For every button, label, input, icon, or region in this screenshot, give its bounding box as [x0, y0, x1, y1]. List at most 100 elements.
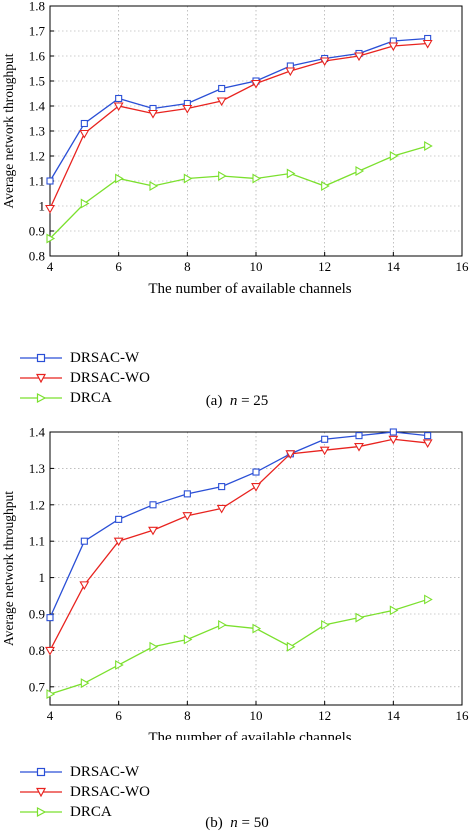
legend-swatch-drsac-wo — [20, 787, 62, 798]
data-point-drca — [80, 678, 90, 689]
data-point-drsac-w — [355, 432, 363, 440]
data-point-drsac-w — [46, 614, 54, 622]
legend-swatch-drca — [20, 807, 62, 817]
data-point-drsac-wo — [216, 97, 227, 107]
data-point-drca — [149, 181, 159, 191]
x-tick-label: 10 — [250, 708, 263, 723]
data-point-drca — [183, 173, 193, 184]
data-point-drca — [115, 173, 124, 184]
data-point-drsac-wo — [354, 52, 364, 62]
data-point-drca — [115, 660, 124, 670]
data-point-drsac-wo — [319, 446, 330, 456]
data-point-drsac-w — [115, 94, 123, 103]
y-tick-label: 1.5 — [29, 74, 45, 89]
caption-a: (a) n = 25 — [0, 393, 474, 410]
chart-panel-b: 4 6 8 10 12 14 16 0.7 0.8 0.9 1 1.1 1.2 1.3 1.4 The num… — [0, 420, 474, 839]
legend-label-drsac-wo: DRSAC-WO — [70, 369, 151, 386]
legend-item-drca: DRCA — [18, 388, 112, 408]
data-point-drca — [183, 634, 193, 645]
x-tick-label: 4 — [47, 259, 54, 274]
data-point-drsac-wo — [285, 450, 296, 459]
data-point-drsac-w — [46, 177, 54, 185]
series-line-drca — [49, 598, 428, 695]
data-point-drsac-wo — [422, 439, 433, 449]
data-point-drsac-w — [424, 432, 432, 440]
x-tick-label: 12 — [318, 708, 331, 723]
legend-label-drsac-wo: DRSAC-WO — [70, 783, 151, 800]
legend-swatch-drsac-w — [20, 767, 62, 777]
data-point-drca — [286, 641, 296, 652]
data-point-drca — [80, 198, 90, 209]
y-tick-label: 1.2 — [29, 497, 45, 512]
legend-swatch-drsac-w — [20, 353, 62, 363]
legend-swatch-drca — [20, 393, 62, 403]
data-point-drsac-wo — [148, 109, 158, 119]
series-line-drsac-w — [49, 37, 428, 182]
data-point-drca — [218, 171, 227, 181]
legend-label-drsac-w: DRSAC-W — [70, 349, 140, 366]
y-tick-label: 1.1 — [29, 174, 45, 189]
legend-item-drsac-wo: DRSAC-WO — [18, 782, 150, 802]
chart-panel-a: 4 6 8 10 12 14 16 0.8 0.9 1 1.1 1.2 1.3 1.4 1.5 1.6 1.7 1… — [0, 0, 474, 410]
x-tick-label: 14 — [387, 259, 401, 274]
data-point-drsac-wo — [45, 204, 55, 214]
x-tick-label: 12 — [318, 259, 331, 274]
x-axis-label: The number of available channels — [148, 730, 351, 740]
data-point-drca — [286, 168, 296, 179]
y-tick-label: 0.9 — [29, 607, 45, 622]
data-point-drsac-w — [80, 119, 88, 128]
x-tick-label: 16 — [456, 259, 470, 274]
line-chart-b: 4 6 8 10 12 14 16 0.7 0.8 0.9 1 1.1 1.2 1.3 1.4 The num… — [1, 425, 470, 741]
series-line-drca — [49, 145, 428, 239]
data-point-drsac-wo — [182, 104, 193, 114]
line-chart-a: 4 6 8 10 12 14 16 0.8 0.9 1 1.1 1.2 1.3 1.4 1.5 1.6 1.7 1… — [1, 0, 470, 297]
data-point-drca — [424, 141, 433, 151]
data-point-drsac-w — [115, 515, 123, 523]
data-point-drsac-w — [183, 490, 191, 498]
y-tick-label: 1.1 — [29, 534, 45, 549]
y-tick-label: 1.4 — [29, 425, 46, 440]
data-point-drsac-wo — [113, 102, 124, 112]
x-tick-label: 8 — [184, 259, 191, 274]
data-point-drca — [149, 641, 159, 652]
data-point-drsac-wo — [216, 504, 227, 514]
data-point-drsac-wo — [182, 512, 193, 521]
x-tick-label: 16 — [456, 708, 470, 723]
data-point-drca — [252, 173, 262, 184]
data-point-drsac-w — [252, 468, 260, 476]
data-point-drsac-wo — [45, 646, 55, 656]
y-tick-label: 1.3 — [29, 461, 45, 476]
y-tick-label: 0.8 — [29, 249, 45, 264]
y-tick-label: 1.2 — [29, 149, 45, 164]
data-point-drsac-wo — [148, 526, 158, 536]
data-point-drca — [389, 605, 399, 616]
data-point-drsac-w — [218, 483, 226, 491]
y-tick-label: 1 — [39, 570, 46, 585]
caption-value-b: = 50 — [241, 815, 269, 831]
data-point-drca — [218, 619, 227, 630]
y-tick-label: 0.8 — [29, 643, 45, 658]
data-point-drca — [355, 166, 365, 176]
data-point-drca — [46, 689, 56, 700]
data-point-drsac-wo — [422, 39, 433, 49]
x-tick-label: 6 — [115, 708, 122, 723]
legend-label-drsac-w: DRSAC-W — [70, 763, 140, 780]
caption-value-a: = 25 — [241, 393, 269, 409]
caption-variable-a: n — [229, 393, 238, 409]
y-tick-label: 1.8 — [29, 0, 45, 14]
data-point-drsac-w — [321, 435, 329, 443]
data-point-drsac-wo — [79, 581, 90, 590]
caption-label-a: (a) — [205, 393, 223, 409]
legend-item-drsac-wo: DRSAC-WO — [18, 368, 150, 388]
series-line-drsac-wo — [49, 42, 428, 209]
y-tick-label: 1.3 — [29, 124, 45, 139]
legend-label-drca: DRCA — [70, 803, 112, 820]
y-tick-label: 1 — [39, 199, 46, 214]
caption-b: (b) n = 50 — [0, 815, 474, 832]
series-line-drsac-w — [49, 431, 428, 618]
legend-label-drca: DRCA — [70, 389, 112, 406]
data-point-drsac-wo — [79, 129, 90, 139]
x-axis-label: The number of available channels — [148, 281, 351, 297]
data-point-drca — [46, 233, 56, 244]
y-tick-label: 1.4 — [29, 99, 46, 114]
